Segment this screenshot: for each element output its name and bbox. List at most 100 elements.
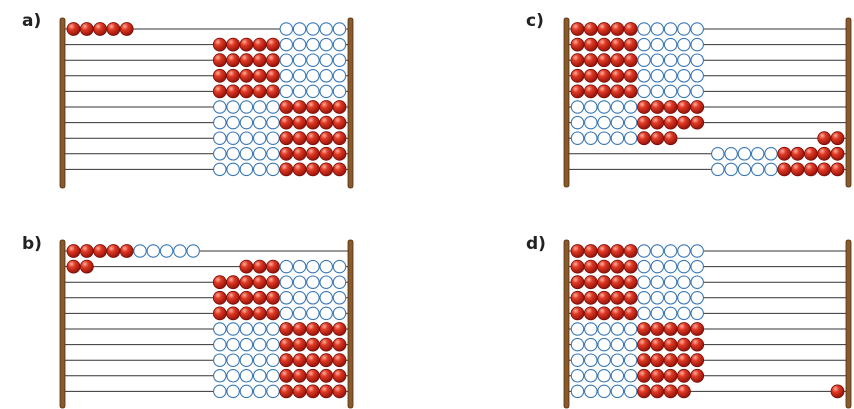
red-bead	[292, 115, 307, 130]
red-bead	[663, 322, 678, 336]
white-bead	[319, 37, 333, 52]
red-bead	[570, 68, 585, 83]
white-bead	[266, 353, 280, 367]
red-bead	[650, 115, 665, 130]
red-bead	[332, 384, 347, 399]
red-bead	[79, 22, 94, 36]
white-bead	[306, 306, 320, 321]
white-bead	[663, 306, 678, 321]
white-bead	[266, 115, 280, 130]
white-bead	[239, 162, 254, 177]
white-bead	[252, 369, 267, 383]
white-bead	[677, 22, 691, 36]
post	[59, 239, 66, 409]
red-bead	[212, 68, 227, 83]
white-bead	[279, 291, 294, 305]
white-bead	[292, 53, 307, 67]
red-bead	[623, 275, 638, 290]
red-bead	[677, 322, 691, 336]
red-bead	[623, 306, 638, 321]
red-bead	[623, 53, 638, 68]
red-bead	[252, 37, 267, 52]
red-bead	[266, 37, 280, 52]
panel-label: d)	[526, 234, 546, 254]
white-bead	[306, 275, 320, 289]
red-bead	[610, 37, 625, 52]
white-bead	[266, 322, 280, 336]
white-bead	[623, 384, 638, 399]
white-bead	[610, 115, 625, 130]
red-bead	[239, 84, 254, 99]
red-bead	[279, 384, 294, 399]
white-bead	[319, 275, 333, 289]
white-bead	[279, 275, 294, 289]
white-bead	[266, 384, 280, 399]
red-bead	[66, 244, 81, 258]
red-bead	[583, 306, 598, 321]
white-bead	[690, 275, 704, 289]
white-bead	[319, 69, 333, 83]
red-bead	[583, 37, 598, 52]
white-bead	[637, 259, 651, 274]
red-bead	[319, 353, 334, 368]
red-bead	[292, 337, 307, 352]
white-bead	[764, 147, 778, 161]
white-bead	[306, 291, 320, 305]
red-bead	[332, 162, 347, 177]
white-bead	[597, 369, 611, 383]
white-bead	[213, 384, 227, 399]
white-bead	[570, 131, 585, 145]
red-bead	[305, 353, 320, 368]
red-bead	[650, 353, 665, 368]
red-bead	[279, 115, 294, 130]
white-bead	[332, 37, 347, 52]
white-bead	[663, 275, 678, 289]
white-bead	[213, 322, 227, 336]
panel-label: a)	[22, 11, 41, 31]
red-bead	[79, 244, 94, 258]
red-bead	[319, 322, 334, 336]
red-bead	[239, 290, 254, 305]
white-bead	[319, 259, 333, 274]
red-bead	[570, 22, 585, 36]
white-bead	[570, 353, 585, 367]
white-bead	[637, 53, 651, 67]
red-bead	[239, 306, 254, 321]
red-bead	[777, 146, 792, 161]
red-bead	[663, 368, 678, 383]
white-bead	[306, 69, 320, 83]
white-bead	[332, 259, 347, 274]
red-bead	[305, 384, 320, 399]
white-bead	[663, 22, 678, 36]
white-bead	[226, 369, 240, 383]
white-bead	[610, 322, 625, 336]
red-bead	[305, 322, 320, 336]
white-bead	[737, 162, 752, 177]
white-bead	[252, 384, 267, 399]
red-bead	[663, 353, 678, 368]
red-bead	[597, 37, 611, 52]
white-bead	[637, 22, 651, 36]
panel-label: b)	[22, 234, 42, 254]
white-bead	[252, 100, 267, 114]
red-bead	[332, 337, 347, 352]
red-bead	[690, 322, 705, 336]
white-bead	[690, 84, 704, 99]
white-bead	[690, 259, 704, 274]
red-bead	[119, 244, 134, 258]
white-bead	[279, 53, 294, 67]
white-bead	[239, 384, 254, 399]
white-bead	[677, 53, 691, 67]
white-bead	[650, 306, 665, 321]
red-bead	[292, 322, 307, 336]
red-bead	[637, 131, 651, 146]
white-bead	[764, 162, 778, 177]
red-bead	[279, 162, 294, 177]
post	[347, 239, 354, 409]
red-bead	[292, 146, 307, 161]
white-bead	[226, 147, 240, 161]
red-bead	[677, 384, 691, 399]
post	[563, 17, 570, 188]
red-bead	[623, 84, 638, 99]
red-bead	[677, 337, 691, 352]
